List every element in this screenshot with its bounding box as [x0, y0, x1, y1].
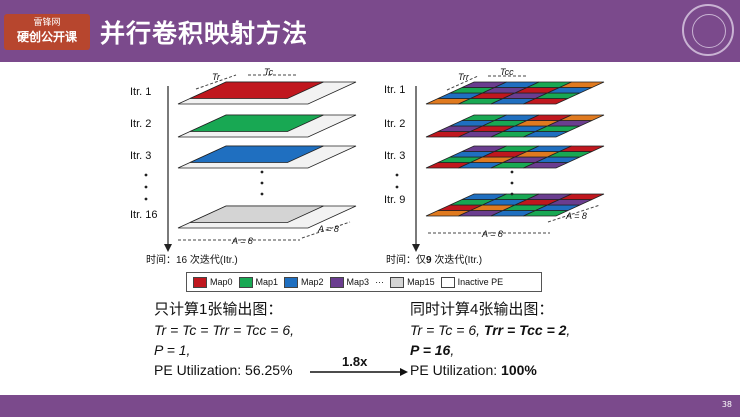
university-seal-icon: [682, 4, 734, 56]
left-summary-line1: Tr = Tc = Trr = Tcc = 6,: [154, 322, 295, 338]
left-itr-label: Itr. 3: [130, 150, 152, 162]
left-plane-active-region: [189, 205, 324, 223]
legend-item-map15: Map15: [390, 276, 435, 288]
mapping-diagram: [144, 74, 605, 252]
right-a-depth-label: A = 8: [566, 211, 587, 221]
right-plane-tile: [559, 114, 605, 121]
right-itr-label: Itr. 2: [384, 118, 406, 130]
left-summary-line3: PE Utilization: 56.25%: [154, 362, 293, 378]
a-width-label: A = 8: [232, 236, 253, 246]
left-time-label: 时间：16 次迭代(Itr.): [146, 255, 238, 266]
legend-item-map1: Map1: [238, 276, 278, 288]
trr-dimension-arrow: [446, 75, 479, 91]
tr-label: Tr: [212, 72, 220, 82]
right-itr-label: Itr. 1: [384, 84, 406, 96]
tc-label: Tc: [264, 67, 274, 77]
speedup-label: 1.8x: [342, 354, 368, 369]
right-ellipsis-dots: [395, 170, 514, 196]
leiphone-logo: 雷锋网 硬创公开课: [4, 14, 90, 50]
right-a-depth-arrow: [547, 204, 601, 223]
right-summary-line2: P = 16,: [410, 342, 455, 358]
header-bar: 雷锋网 硬创公开课 并行卷积映射方法: [0, 0, 740, 62]
right-plane-tile: [559, 193, 605, 200]
left-plane-active-region: [189, 81, 324, 99]
speedup-arrow: [310, 368, 408, 376]
page-number: 38: [721, 400, 732, 409]
legend-ellipsis: ···: [375, 277, 385, 287]
right-summary-heading: 同时计算4张输出图：: [410, 301, 554, 318]
legend-item-map0: Map0: [193, 276, 233, 288]
left-itr-label: Itr. 2: [130, 118, 152, 130]
left-summary-line2: P = 1,: [154, 342, 191, 358]
right-plane-tile: [559, 81, 605, 88]
a-depth-label: A = 8: [318, 224, 339, 234]
right-itr-label: Itr. 9: [384, 194, 406, 206]
a-depth-arrow: [301, 221, 351, 239]
right-plane-tile: [559, 145, 605, 152]
left-ellipsis-dots: [144, 170, 264, 201]
legend-item-map2: Map2: [284, 276, 324, 288]
logo-line2: 硬创公开课: [16, 30, 77, 44]
left-summary: 只计算1张输出图： Tr = Tc = Trr = Tcc = 6, P = 1…: [154, 300, 294, 380]
right-time-label: 时间：仅9 次迭代(Itr.): [386, 255, 483, 266]
logo-line1: 雷锋网: [33, 18, 61, 28]
right-itr-label: Itr. 3: [384, 150, 406, 162]
left-itr-label: Itr. 1: [130, 86, 152, 98]
left-plane-active-region: [189, 114, 324, 132]
right-a-width-label: A = 8: [482, 229, 503, 239]
legend-item-inactive: Inactive PE: [440, 276, 503, 288]
footer-bar: 38: [0, 395, 740, 417]
left-itr-label: Itr. 16: [130, 209, 158, 221]
legend-item-map3: Map3: [329, 276, 369, 288]
slide-title: 并行卷积映射方法: [100, 19, 309, 48]
left-plane-active-region: [189, 145, 324, 163]
trr-label: Trr: [458, 72, 469, 82]
map-legend: Map0 Map1 Map2 Map3 ··· Map15 Inactive P…: [186, 272, 542, 292]
right-summary: 同时计算4张输出图： Tr = Tc = 6, Trr = Tcc = 2, P…: [410, 300, 570, 380]
tcc-label: Tcc: [500, 67, 514, 77]
right-summary-line3: PE Utilization: 100%: [410, 362, 537, 378]
right-summary-line1: Tr = Tc = 6, Trr = Tcc = 2,: [410, 322, 571, 338]
left-summary-heading: 只计算1张输出图：: [154, 301, 283, 318]
tr-dimension-arrow: [195, 74, 237, 90]
